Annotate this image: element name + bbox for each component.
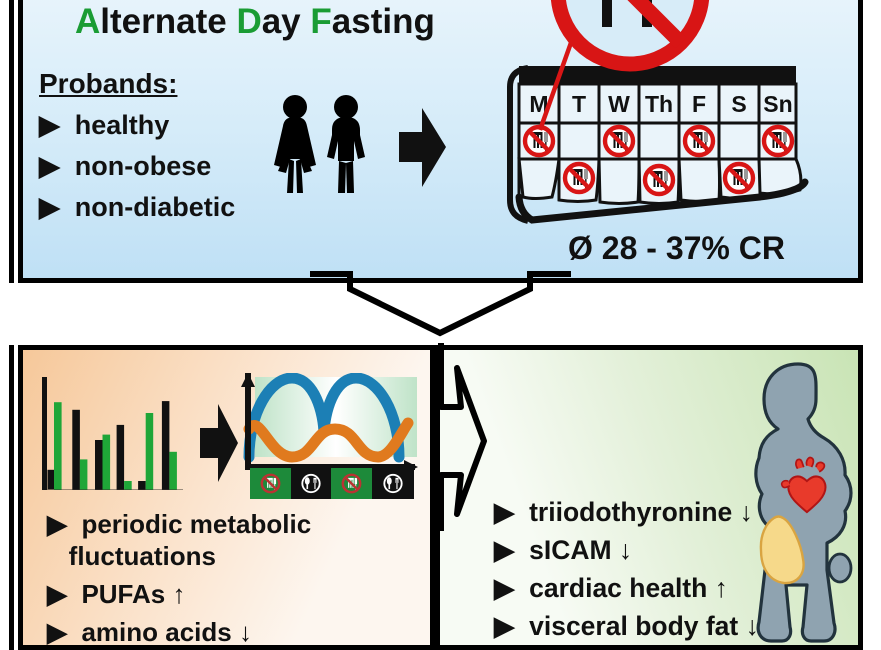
svg-text:T: T bbox=[572, 91, 586, 117]
svg-text:F: F bbox=[692, 91, 706, 117]
svg-text:Sn: Sn bbox=[763, 91, 792, 117]
svg-text:Th: Th bbox=[645, 91, 673, 117]
svg-text:S: S bbox=[731, 91, 746, 117]
svg-text:W: W bbox=[608, 91, 630, 117]
svg-text:Ø 28 - 37% CR: Ø 28 - 37% CR bbox=[568, 230, 785, 266]
